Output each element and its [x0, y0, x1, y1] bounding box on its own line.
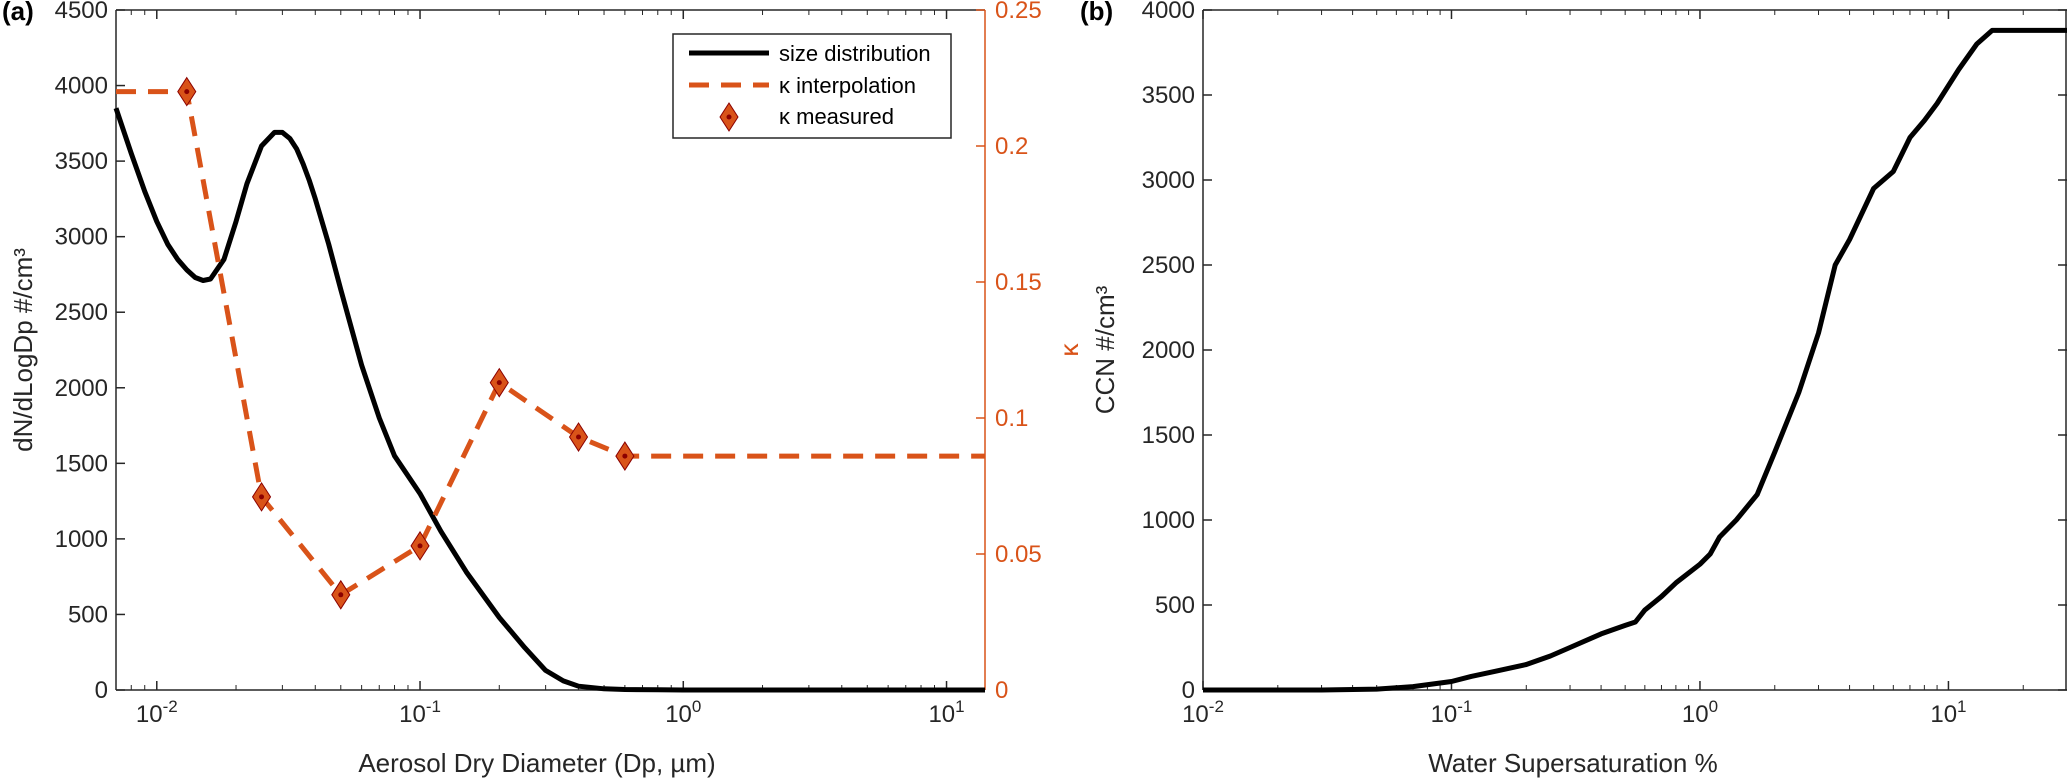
kappa-measured-point	[331, 579, 351, 610]
y-right-tick-label-1: 0.05	[995, 541, 1042, 568]
x-tick-label-0: 10-2	[136, 697, 178, 728]
x-tick-label-0: 10-2	[1182, 697, 1224, 728]
ylabel-right-a: κ	[1054, 343, 1084, 357]
kappa-diamond-center	[184, 89, 190, 95]
kappa-diamond-center	[259, 494, 265, 500]
kappa-measured-point	[177, 76, 197, 107]
y-tick-label-6: 3000	[1142, 167, 1195, 194]
y-right-tick-label-5: 0.25	[995, 0, 1042, 24]
legend-label-kappa-interp: κ interpolation	[779, 73, 916, 98]
legend-swatch-kappa-measured	[719, 102, 739, 132]
xlabel-b: Water Supersaturation %	[1428, 748, 1718, 778]
plot-area-b	[1203, 10, 2067, 690]
ylabel-b: CCN #/cm³	[1090, 285, 1120, 414]
x-tick-label-2: 100	[1682, 697, 1718, 728]
kappa-measured-point	[568, 422, 589, 452]
y-tick-label-3: 1500	[55, 450, 108, 477]
y-tick-label-1: 500	[68, 601, 108, 628]
x-tick-label-1: 10-1	[1431, 697, 1473, 728]
y-right-tick-label-3: 0.15	[995, 269, 1042, 296]
y-right-tick-label-2: 0.1	[995, 405, 1028, 432]
series-size-distribution-line	[113, 107, 985, 693]
kappa-diamond-center	[417, 543, 423, 549]
x-tick-label-2: 100	[665, 697, 701, 728]
xlabel-a: Aerosol Dry Diameter (Dp, µm)	[358, 748, 715, 778]
kappa-diamond-center	[496, 380, 502, 386]
series-ccn-line	[1203, 27, 2067, 693]
y-tick-label-7: 3500	[1142, 82, 1195, 109]
y-tick-label-1: 500	[1155, 592, 1195, 619]
legend-label-size: size distribution	[779, 41, 931, 66]
kappa-diamond-center	[622, 453, 628, 459]
y-tick-label-5: 2500	[1142, 252, 1195, 279]
x-tick-label-1: 10-1	[399, 697, 441, 728]
y-tick-label-8: 4000	[55, 73, 108, 100]
x-tick-label-3: 101	[928, 697, 964, 728]
y-tick-label-2: 1000	[55, 526, 108, 553]
y-tick-label-7: 3500	[55, 148, 108, 175]
y-tick-label-9: 4500	[55, 0, 108, 24]
series-kappa-interpolation-line	[116, 89, 985, 599]
y-tick-label-8: 4000	[1142, 0, 1195, 24]
y-tick-label-0: 0	[1182, 677, 1195, 704]
legend-label-kappa-measured: κ measured	[779, 104, 894, 129]
y-tick-label-4: 2000	[55, 375, 108, 402]
y-tick-label-4: 2000	[1142, 337, 1195, 364]
y-tick-label-5: 2500	[55, 299, 108, 326]
legend-a: size distribution κ interpolation κ meas…	[672, 33, 952, 139]
y-right-tick-label-0: 0	[995, 677, 1008, 704]
kappa-measured-point	[251, 481, 272, 512]
kappa-diamond-center	[576, 434, 582, 440]
kappa-measured-point	[489, 367, 509, 398]
y-tick-label-0: 0	[95, 677, 108, 704]
kappa-measured-point	[615, 441, 635, 472]
ylabel-extra-b: κ	[1054, 343, 1084, 357]
y-tick-label-2: 1000	[1142, 507, 1195, 534]
y-tick-label-6: 3000	[55, 224, 108, 251]
x-tick-label-3: 101	[1930, 697, 1966, 728]
y-tick-label-3: 1500	[1142, 422, 1195, 449]
y-right-tick-label-4: 0.2	[995, 133, 1028, 160]
plot-b: 10-2 10-1 100 101 0 500 1000 1500 2000 2500 3000 35…	[1142, 0, 2067, 728]
kappa-diamond-center	[338, 592, 344, 598]
panel-label-a: (a)	[2, 0, 34, 26]
ylabel-a: dN/dLogDp #/cm³	[8, 248, 38, 452]
panel-label-b: (b)	[1080, 0, 1113, 26]
kappa-measured-point	[410, 530, 430, 561]
